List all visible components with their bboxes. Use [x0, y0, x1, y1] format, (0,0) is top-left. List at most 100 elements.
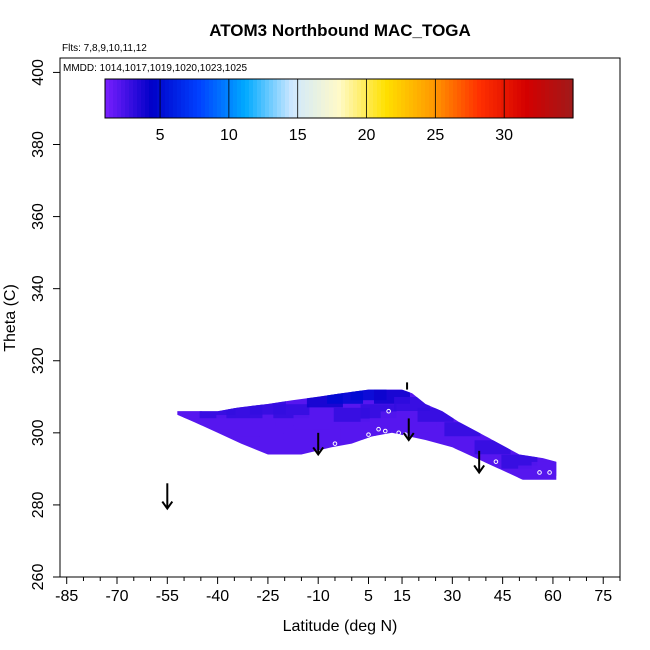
colorbar-segment	[249, 79, 254, 118]
colorbar-segment	[281, 79, 286, 118]
colorbar-segment	[385, 79, 390, 118]
colorbar-segment	[453, 79, 458, 118]
arrow-head	[473, 464, 485, 475]
colorbar-segment	[269, 79, 274, 118]
colorbar-segment	[517, 79, 522, 118]
y-axis: 260 280 300 320 340 360 380 400	[30, 59, 60, 590]
data-cell	[394, 397, 431, 411]
plot-frame	[59, 57, 621, 578]
colorbar-segment	[533, 79, 538, 118]
colorbar-segment	[245, 79, 250, 118]
data-cell	[273, 404, 310, 419]
observation-point	[493, 459, 499, 464]
observation-point	[386, 408, 391, 414]
colorbar-tick-label-5: 30	[495, 127, 513, 144]
colorbar-segment	[317, 79, 322, 118]
x-tick-label-8: 30	[443, 588, 461, 605]
x-tick-label-5: -10	[307, 588, 330, 605]
x-tick-label-11: 75	[594, 588, 612, 605]
colorbar-segment	[209, 79, 214, 118]
colorbar-segment	[121, 79, 126, 118]
colorbar-segment	[513, 79, 518, 118]
colorbar-segment	[477, 79, 482, 118]
colorbar-segment	[557, 79, 562, 118]
colorbar-segment	[465, 79, 470, 118]
colorbar-segment	[445, 79, 450, 118]
x-axis-label: Latitude (deg N)	[283, 618, 398, 635]
colorbar-fill	[105, 79, 574, 118]
observation-point	[396, 430, 401, 436]
observation-point	[537, 470, 542, 475]
observation-point	[376, 426, 381, 432]
colorbar-segment	[441, 79, 446, 118]
colorbar-segment	[189, 79, 194, 118]
colorbar-frame	[104, 78, 574, 119]
colorbar-segment	[285, 79, 290, 118]
colorbar-segment	[261, 79, 266, 118]
colorbar-segment	[301, 79, 306, 118]
data-cell	[283, 433, 320, 448]
colorbar-tick-label-2: 15	[289, 127, 307, 144]
colorbar-segment	[257, 79, 262, 118]
x-tick-label-10: 60	[544, 588, 562, 605]
chart-title: ATOM3 Northbound MAC_TOGA	[209, 21, 471, 40]
x-tick-label-1: -70	[105, 588, 128, 605]
arrow-3	[473, 450, 485, 475]
y-axis-label: Theta (C)	[2, 284, 19, 352]
arrow-2	[402, 418, 415, 442]
colorbar-segment	[201, 79, 206, 118]
colorbar-segment	[509, 79, 514, 118]
colorbar-segment	[501, 79, 506, 118]
y-tick-label-4: 340	[30, 275, 47, 302]
colorbar-segment	[161, 79, 166, 118]
colorbar-segment	[525, 79, 530, 118]
arrow-head	[161, 500, 174, 511]
colorbar-segment	[289, 79, 294, 118]
colorbar-segment	[185, 79, 190, 118]
x-tick-label-9: 45	[494, 588, 512, 605]
colorbar-segment	[413, 79, 418, 118]
colorbar-segment	[105, 79, 110, 118]
colorbar-segment	[473, 79, 478, 118]
colorbar-segment	[273, 79, 278, 118]
y-tick-label-3: 320	[30, 347, 47, 374]
colorbar-segment	[325, 79, 330, 118]
arrow-1	[312, 432, 325, 457]
colorbar-segment	[545, 79, 550, 118]
arrow-head	[312, 446, 325, 457]
colorbar-segment	[213, 79, 218, 118]
colorbar-segment	[389, 79, 394, 118]
arrow-layer	[161, 382, 485, 511]
colorbar-segment	[181, 79, 186, 118]
colorbar-segment	[217, 79, 222, 118]
colorbar-segment	[469, 79, 474, 118]
colorbar-segment	[345, 79, 350, 118]
data-cell	[293, 415, 330, 430]
x-tick-label-7: 15	[393, 588, 411, 605]
x-tick-label-0: -85	[55, 588, 78, 605]
flights-subtitle: Flts: 7,8,9,10,11,12	[62, 43, 147, 54]
colorbar-segment	[493, 79, 498, 118]
colorbar-segment	[309, 79, 314, 118]
colorbar-segment	[117, 79, 122, 118]
colorbar-segment	[421, 79, 426, 118]
colorbar-segment	[169, 79, 174, 118]
colorbar-segment	[253, 79, 258, 118]
colorbar-segment	[561, 79, 566, 118]
colorbar-segment	[329, 79, 334, 118]
colorbar-segment	[221, 79, 226, 118]
colorbar-segment	[165, 79, 170, 118]
y-tick-label-7: 400	[30, 59, 47, 86]
colorbar-segment	[205, 79, 210, 118]
colorbar-segment	[457, 79, 462, 118]
colorbar-segment	[321, 79, 326, 118]
colorbar-segment	[405, 79, 410, 118]
colorbar-segment	[145, 79, 150, 118]
colorbar-segment	[225, 79, 230, 118]
colorbar-segment	[129, 79, 134, 118]
colorbar-segment	[541, 79, 546, 118]
colorbar-segment	[113, 79, 118, 118]
colorbar-segment	[297, 79, 302, 118]
colorbar-segment	[141, 79, 146, 118]
x-axis: -85 -70 -55 -40 -25 -10 5 15 30 45 60 75	[55, 577, 621, 605]
